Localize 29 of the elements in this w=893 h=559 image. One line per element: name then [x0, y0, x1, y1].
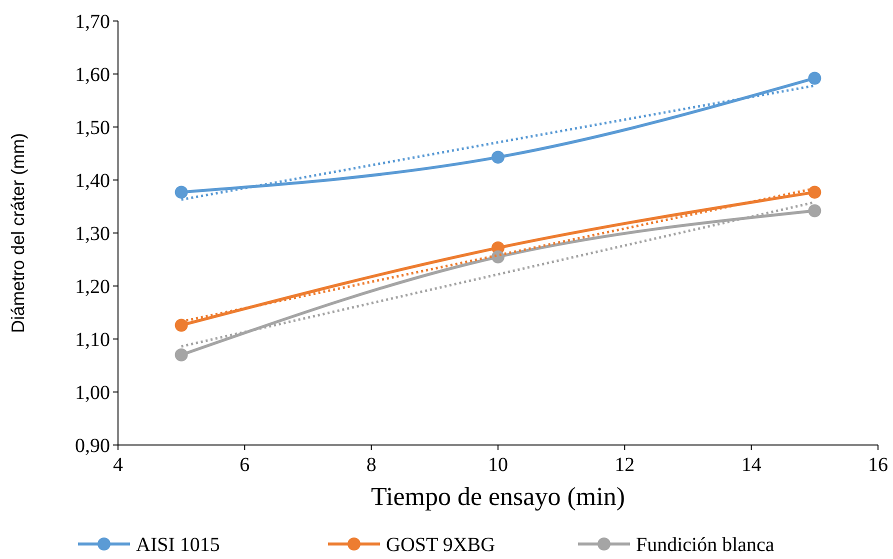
x-tick-label: 8	[366, 454, 376, 476]
x-tick-label: 16	[868, 454, 888, 476]
legend-label: AISI 1015	[136, 534, 220, 556]
point	[808, 204, 822, 218]
x-tick-label: 14	[741, 454, 762, 476]
point	[492, 250, 504, 264]
x-tick-label: 10	[488, 454, 508, 476]
point	[808, 72, 822, 85]
x-tick-label: 12	[614, 454, 635, 476]
x-tick-label: 4	[113, 454, 123, 476]
y-tick-label: 1,20	[75, 276, 110, 298]
y-tick-label: 1,70	[75, 11, 110, 33]
y-tick-label: 1,00	[75, 382, 110, 404]
y-tick-label: 1,60	[75, 64, 110, 86]
x-axis-title: Tiempo de ensayo (min)	[371, 482, 625, 511]
y-tick-label: 1,30	[75, 223, 110, 245]
point	[174, 348, 188, 362]
point	[492, 150, 504, 164]
y-tick-label: 1,40	[75, 170, 110, 192]
y-tick-label: 1,50	[75, 117, 110, 139]
x-tick-label: 6	[240, 454, 250, 476]
point	[808, 186, 822, 199]
y-axis-title: Diámetro del cráter (mm)	[8, 132, 28, 334]
legend-label: Fundición blanca	[636, 534, 774, 556]
y-tick-label: 1,10	[75, 329, 110, 351]
y-tick-label: 0,90	[75, 435, 110, 457]
legend-label: GOST 9XBG	[386, 534, 496, 556]
point	[174, 186, 188, 199]
point	[174, 318, 188, 332]
